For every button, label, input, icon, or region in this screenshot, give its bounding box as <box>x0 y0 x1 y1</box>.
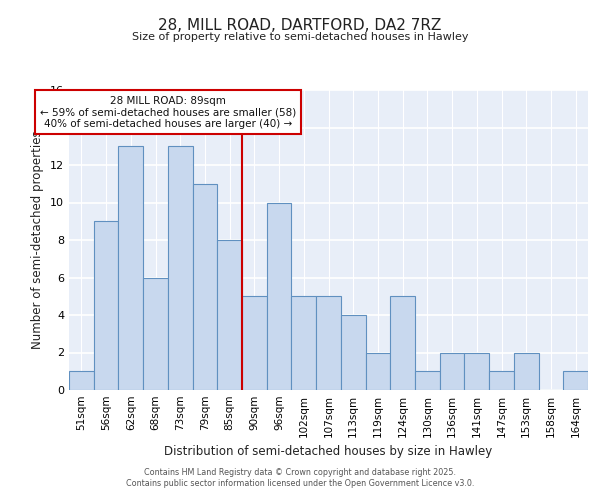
Bar <box>118 146 143 390</box>
Bar <box>390 296 415 390</box>
Bar <box>292 296 316 390</box>
Bar <box>69 371 94 390</box>
Bar <box>489 371 514 390</box>
Bar <box>316 296 341 390</box>
Bar <box>415 371 440 390</box>
Bar <box>193 184 217 390</box>
Bar <box>143 278 168 390</box>
Bar <box>464 352 489 390</box>
Bar <box>365 352 390 390</box>
Bar <box>242 296 267 390</box>
Bar <box>94 221 118 390</box>
Text: Contains HM Land Registry data © Crown copyright and database right 2025.
Contai: Contains HM Land Registry data © Crown c… <box>126 468 474 487</box>
Bar <box>168 146 193 390</box>
Bar <box>440 352 464 390</box>
Bar <box>341 315 365 390</box>
Bar <box>267 202 292 390</box>
Text: Size of property relative to semi-detached houses in Hawley: Size of property relative to semi-detach… <box>132 32 468 42</box>
X-axis label: Distribution of semi-detached houses by size in Hawley: Distribution of semi-detached houses by … <box>164 446 493 458</box>
Text: 28, MILL ROAD, DARTFORD, DA2 7RZ: 28, MILL ROAD, DARTFORD, DA2 7RZ <box>158 18 442 32</box>
Bar <box>563 371 588 390</box>
Bar <box>514 352 539 390</box>
Text: 28 MILL ROAD: 89sqm
← 59% of semi-detached houses are smaller (58)
40% of semi-d: 28 MILL ROAD: 89sqm ← 59% of semi-detach… <box>40 96 296 129</box>
Bar <box>217 240 242 390</box>
Y-axis label: Number of semi-detached properties: Number of semi-detached properties <box>31 130 44 350</box>
